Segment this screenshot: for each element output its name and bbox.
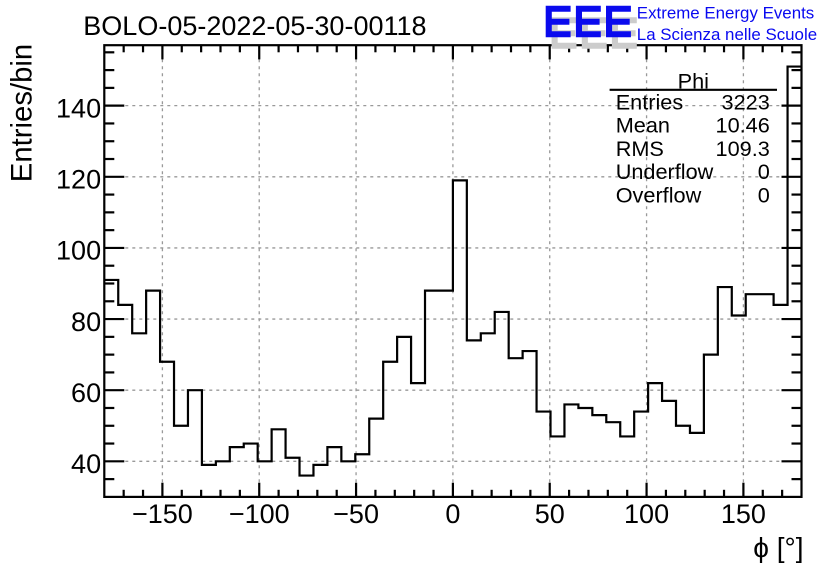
svg-text:0: 0 [758,159,770,184]
svg-text:Entries/bin: Entries/bin [5,44,38,182]
svg-text:40: 40 [71,449,101,479]
svg-text:120: 120 [56,165,101,195]
svg-text:−50: −50 [333,499,379,529]
svg-text:Entries: Entries [616,89,684,114]
svg-text:−100: −100 [229,499,290,529]
svg-text:Extreme Energy Events: Extreme Energy Events [637,3,814,22]
svg-text:RMS: RMS [616,136,664,161]
svg-text:Underflow: Underflow [616,159,714,184]
svg-text:60: 60 [71,378,101,408]
svg-text:150: 150 [721,499,766,529]
svg-text:Mean: Mean [616,113,670,138]
svg-text:−150: −150 [132,499,193,529]
svg-text:ϕ [°]: ϕ [°] [753,532,803,563]
svg-text:100: 100 [624,499,669,529]
svg-text:10.46: 10.46 [716,113,770,138]
svg-text:0: 0 [758,183,770,208]
svg-text:3223: 3223 [722,89,770,114]
svg-text:80: 80 [71,307,101,337]
svg-text:109.3: 109.3 [716,136,770,161]
svg-text:100: 100 [56,236,101,266]
svg-text:La Scienza nelle Scuole: La Scienza nelle Scuole [637,25,817,44]
svg-text:140: 140 [56,93,101,123]
svg-text:50: 50 [535,499,565,529]
svg-text:0: 0 [445,499,460,529]
svg-text:Overflow: Overflow [616,183,702,208]
svg-text:BOLO-05-2022-05-30-00118: BOLO-05-2022-05-30-00118 [83,11,426,41]
